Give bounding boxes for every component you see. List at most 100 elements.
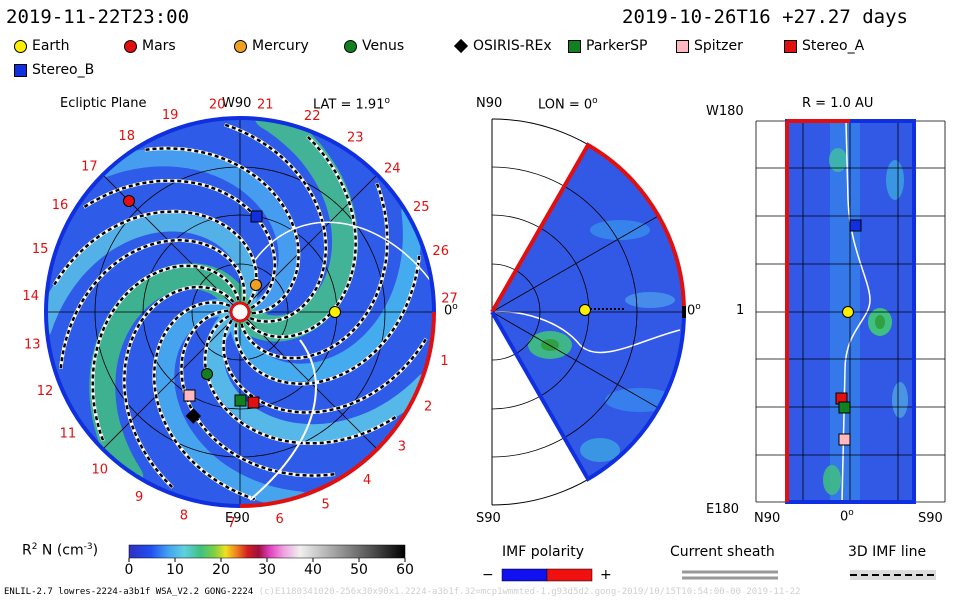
reference-time-value: 2019-10-26T16 <box>622 6 771 28</box>
carrington-label: 24 <box>384 161 401 176</box>
carrington-label: 14 <box>22 289 39 304</box>
carrington-label: 19 <box>162 108 179 123</box>
legend-label: Earth <box>32 38 70 54</box>
carrington-label: 20 <box>209 97 226 112</box>
legend-item-mercury: Mercury <box>234 38 309 54</box>
panel3-mid-left: 1 <box>736 303 745 318</box>
panel3-earth-marker <box>842 306 854 318</box>
colorbar-tick-label: 0 <box>124 562 134 578</box>
mercury-marker <box>250 279 262 291</box>
time-offset: +27.27 days <box>782 6 909 28</box>
colorbar-tick-label: 50 <box>350 562 368 578</box>
panel1-density-arm <box>156 298 310 506</box>
carrington-label: 8 <box>180 508 188 523</box>
colorbar-ticks <box>128 558 406 562</box>
carrington-label: 2 <box>424 399 432 414</box>
panel1-field-line <box>224 123 328 323</box>
legend-symbol <box>14 63 27 77</box>
imf-negative-swatch <box>501 568 548 582</box>
legend-symbol <box>676 39 689 53</box>
carrington-label: 12 <box>37 384 54 399</box>
colorbar-tick-label: 60 <box>396 562 414 578</box>
legend-item-venus: Venus <box>344 38 404 54</box>
legend-symbol <box>124 39 137 53</box>
imf-polarity-key <box>501 568 593 582</box>
colorbar-label: R2 N (cm-3) <box>22 542 99 559</box>
carrington-label: 22 <box>304 109 321 124</box>
panel1-sun <box>229 301 251 323</box>
panel2-boundary-blue <box>490 311 687 482</box>
carrington-label: 9 <box>135 490 143 505</box>
panel1-current-sheath <box>249 339 317 501</box>
legend-label: OSIRIS-REx <box>473 38 552 54</box>
panel2-meridional <box>490 118 687 506</box>
panel2-bottom-label: S90 <box>476 511 501 526</box>
panel1-field-line <box>59 239 246 369</box>
colorbar-tick-label: 20 <box>212 562 230 578</box>
carrington-label: 13 <box>24 337 41 352</box>
osiris-rex-marker <box>185 408 202 424</box>
legend-label: Mars <box>142 38 176 54</box>
stereo-a-marker <box>247 396 260 409</box>
panel1-field-line <box>180 309 336 477</box>
panel1-field-line <box>240 182 389 360</box>
panel1-field-line <box>91 264 240 442</box>
legend-label: Stereo_B <box>32 62 95 78</box>
panel1-field-line <box>52 210 258 305</box>
panel1-field-line <box>203 315 397 445</box>
panel3-parkersp-marker <box>838 401 851 414</box>
panel3-top-left: W180 <box>706 104 744 119</box>
legend-symbol <box>784 39 797 53</box>
model-time: 2019-11-22T23:00 <box>6 6 190 28</box>
panel1-density-arms <box>46 118 434 506</box>
imf-line-title: 3D IMF line <box>848 544 927 560</box>
colorbar-tick-label: 40 <box>304 562 322 578</box>
colorbar-gradient <box>128 544 406 559</box>
carrington-label: 6 <box>275 512 283 527</box>
legend-item-stereo-b: Stereo_B <box>14 62 94 78</box>
panel1-density-arm <box>46 213 259 338</box>
panel1-boundary-blue-2 <box>239 116 436 313</box>
footer-info: ENLIL-2.7 lowres-2224-a3b1f WSA_V2.2 GON… <box>4 587 801 597</box>
panel3-stereo-b-marker <box>849 219 862 232</box>
parkersp-marker <box>234 394 247 407</box>
panel3-x-right: S90 <box>918 511 943 526</box>
panel3-spitzer-marker <box>838 433 851 446</box>
panel1-field-line <box>234 255 421 385</box>
legend-label: Venus <box>362 38 405 54</box>
carrington-label: 10 <box>92 462 109 477</box>
panel1-field-line <box>152 301 256 501</box>
panel1-bottom-label: E90 <box>225 511 250 526</box>
panel2-lon-label: LON = 0o <box>538 96 598 113</box>
earth-marker <box>329 306 341 318</box>
legend-label: ParkerSP <box>586 38 648 54</box>
panel1-density-arm <box>89 263 250 490</box>
legend-label: Spitzer <box>694 38 743 54</box>
carrington-label: 1 <box>440 354 448 369</box>
panel3-x-mid: 0o <box>840 508 854 525</box>
imf-line-key <box>850 570 936 580</box>
legend-symbol <box>344 39 357 53</box>
panel2-edge-marker <box>682 306 686 318</box>
panel1-field-line <box>222 319 428 414</box>
panel2-boundary-red <box>490 142 687 313</box>
panel2-grid-spoke <box>491 311 660 409</box>
legend-symbol <box>568 39 581 53</box>
panel2-right-label: 0o <box>687 302 701 319</box>
panel1-boundary-blue <box>44 116 241 313</box>
legend-item-parkersp: ParkerSP <box>568 38 647 54</box>
legend-item-mars: Mars <box>124 38 176 54</box>
reference-time: 2019-10-26T16 +27.27 days <box>622 6 908 28</box>
carrington-label: 27 <box>441 292 458 307</box>
panel3-title: R = 1.0 AU <box>802 96 874 111</box>
panel1-field-line <box>245 135 357 339</box>
panel1-title: Ecliptic Plane <box>60 96 147 111</box>
legend-label: Mercury <box>252 38 309 54</box>
mars-marker <box>123 195 135 207</box>
panel2-top-label: N90 <box>476 96 503 111</box>
carrington-label: 18 <box>118 129 135 144</box>
panel3-bottom-left: E180 <box>706 502 740 517</box>
panel2-grid-spoke <box>491 215 660 313</box>
